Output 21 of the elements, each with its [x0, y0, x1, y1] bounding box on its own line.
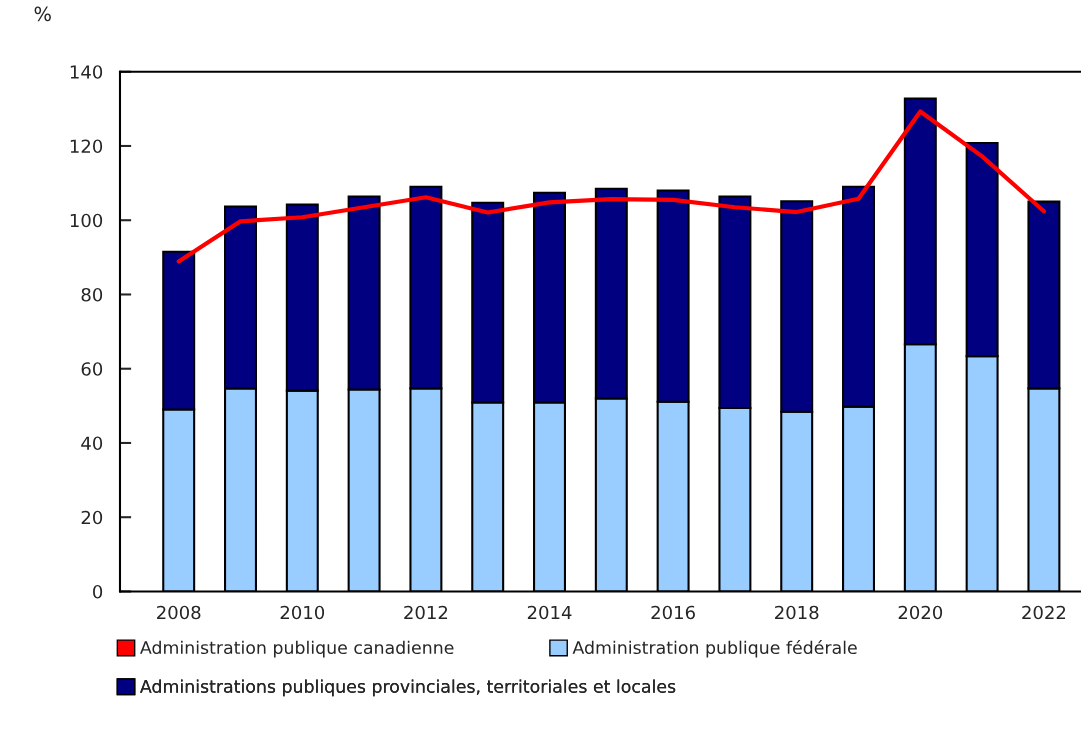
y-tick-label: 80: [81, 287, 103, 302]
y-tick-label: 140: [70, 65, 103, 79]
y-tick-label: 40: [81, 436, 103, 451]
x-tick-label: 2012: [404, 605, 448, 620]
y-tick-label: 0: [93, 584, 103, 599]
y-tick-label: 60: [81, 362, 103, 376]
legend-label: Administration publique canadienne: [140, 640, 454, 658]
legend-label: Administrations publiques provinciales, territoriales et locales: [140, 679, 676, 697]
x-tick-label: 2010: [280, 605, 325, 620]
line-series: [176, 109, 1047, 264]
legend-label: Administration publique fédérale: [572, 639, 857, 658]
x-tick-label: 2016: [651, 605, 695, 620]
x-tick-label: 2008: [157, 605, 201, 620]
x-tick-label: 2020: [898, 605, 943, 620]
y-axis-title: %: [34, 6, 51, 22]
y-tick-label: 120: [70, 139, 103, 154]
x-tick-label: 2014: [527, 605, 572, 620]
y-tick-label: 100: [70, 213, 103, 228]
y-tick-label: 20: [81, 510, 103, 525]
x-tick-label: 2018: [775, 605, 819, 620]
x-tick-label: 2022: [1022, 605, 1066, 620]
